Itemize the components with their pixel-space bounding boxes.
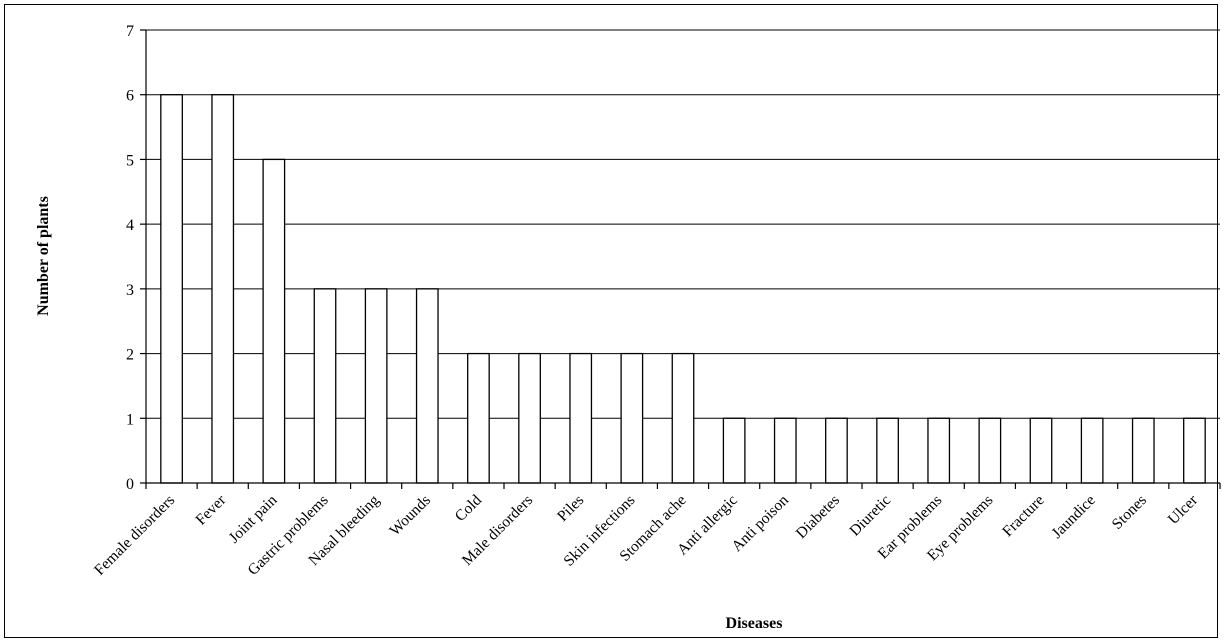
bar-piles xyxy=(569,352,593,484)
x-tick-label: Diabetes xyxy=(793,492,843,542)
bar-nasal-bleeding xyxy=(364,288,388,484)
x-axis-title: Diseases xyxy=(726,615,783,632)
bar-diuretic xyxy=(876,417,899,484)
x-tick-label: Cold xyxy=(452,491,486,525)
y-tick-label: 4 xyxy=(126,217,134,234)
y-tick-labels: 0 1 2 3 4 5 6 7 xyxy=(126,23,134,493)
bar-diabetes xyxy=(825,417,848,484)
y-tick-label: 1 xyxy=(126,411,134,428)
y-tick-label: 2 xyxy=(126,347,134,364)
chart-frame xyxy=(4,4,1218,638)
bars xyxy=(160,94,1206,484)
bar-wounds xyxy=(415,288,439,484)
x-tick-label: Female disorders xyxy=(91,492,178,579)
y-tick-label: 5 xyxy=(126,152,134,169)
bar-ulcer xyxy=(1183,417,1206,484)
bar-stomach-ache xyxy=(671,352,695,484)
x-tick-label: Diuretic xyxy=(846,492,894,540)
bar-anti-poison xyxy=(773,417,797,484)
x-tick-label: Jaundice xyxy=(1048,492,1098,542)
x-tick-label: Stones xyxy=(1109,492,1150,533)
bar-joint-pain xyxy=(262,158,286,484)
bar-male-disorders xyxy=(518,352,541,484)
bar-anti-allergic xyxy=(722,417,746,484)
y-tick-label: 0 xyxy=(126,476,134,493)
bar-cold xyxy=(467,352,490,484)
y-tick-label: 7 xyxy=(126,23,134,40)
x-tick-label: Fever xyxy=(192,491,230,529)
y-tick-label: 3 xyxy=(126,282,134,299)
bar-stones xyxy=(1131,417,1155,484)
bar-eye-problems xyxy=(978,417,1002,484)
axes xyxy=(140,29,1221,489)
bar-female-disorders xyxy=(160,94,183,484)
x-tick-label: Wounds xyxy=(386,492,434,540)
bar-ear-problems xyxy=(927,417,951,484)
bar-fever xyxy=(211,94,235,484)
y-axis-title: Number of plants xyxy=(35,196,52,316)
bar-gastric-problems xyxy=(313,288,337,484)
y-tick-label: 6 xyxy=(126,88,134,105)
bar-skin-infections xyxy=(620,352,644,484)
bar-fracture xyxy=(1029,417,1053,484)
bar-jaundice xyxy=(1080,417,1104,484)
x-tick-label: Piles xyxy=(554,492,587,525)
x-tick-label: Ulcer xyxy=(1165,491,1202,528)
x-tick-label: Fracture xyxy=(999,492,1048,541)
